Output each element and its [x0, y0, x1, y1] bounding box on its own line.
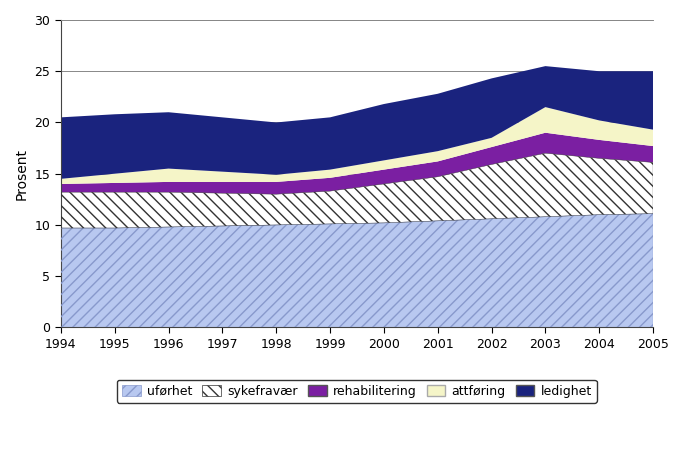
Legend: uførhet, sykefravær, rehabilitering, attføring, ledighet: uførhet, sykefravær, rehabilitering, att… — [117, 380, 597, 403]
Y-axis label: Prosent: Prosent — [15, 148, 29, 200]
